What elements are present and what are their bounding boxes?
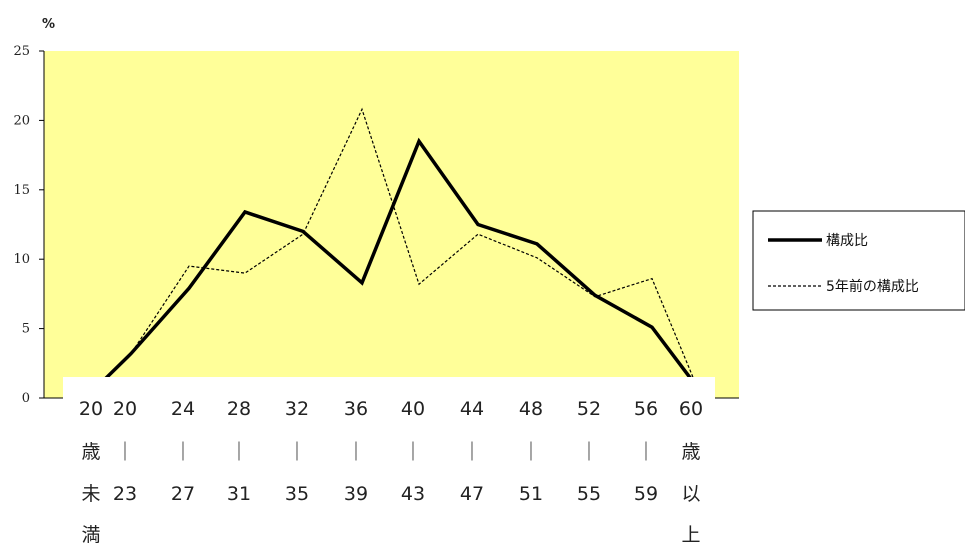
- x-category-label: 44 ｜ 47: [460, 398, 484, 505]
- x-category-text: 44: [460, 398, 484, 420]
- x-category-text: ｜: [462, 441, 481, 463]
- x-category-label: 60 歳以上: [679, 398, 703, 544]
- y-tick-label: 20: [13, 113, 30, 128]
- x-category-label: 32 ｜ 35: [285, 398, 309, 505]
- x-category-text: ｜: [521, 441, 540, 463]
- y-axis-unit: %: [42, 17, 55, 32]
- series-layer: [95, 107, 699, 389]
- x-category-label: 52 ｜ 55: [577, 398, 601, 505]
- x-category-text: 27: [171, 483, 195, 505]
- x-category-text: 36: [344, 398, 368, 420]
- y-tick-label: 10: [13, 252, 30, 267]
- legend-label-current: 構成比: [826, 233, 868, 249]
- x-category-label: 20 ｜ 23: [113, 398, 137, 505]
- x-category-label: 48 ｜ 51: [519, 398, 543, 505]
- x-category-text: 39: [344, 483, 368, 505]
- x-axis-labels: 20歳未満20｜2324｜2728｜3132｜3536｜3940｜4344｜47…: [79, 398, 703, 544]
- x-category-text: 31: [227, 483, 251, 505]
- x-category-text: 上: [681, 524, 700, 544]
- x-category-text: 24: [171, 398, 195, 420]
- x-category-text: 47: [460, 483, 484, 505]
- x-category-label: 56 ｜ 59: [634, 398, 658, 505]
- x-category-text: 32: [285, 398, 309, 420]
- x-category-text: ｜: [346, 441, 365, 463]
- x-category-text: 未: [81, 483, 100, 505]
- x-category-text: 43: [401, 483, 425, 505]
- x-category-text: 40: [401, 398, 425, 420]
- x-label-panel: [63, 377, 715, 544]
- x-category-text: ｜: [115, 441, 134, 463]
- y-tick-label: 0: [22, 391, 30, 406]
- x-category-text: 59: [634, 483, 658, 505]
- x-category-text: 35: [285, 483, 309, 505]
- x-category-text: 51: [519, 483, 543, 505]
- x-category-text: 48: [519, 398, 543, 420]
- x-category-text: 20: [79, 398, 103, 420]
- legend: 構成比 5年前の構成比: [752, 210, 965, 311]
- y-tick-label: 15: [13, 183, 30, 198]
- series-line-current: [95, 137, 699, 389]
- x-category-text: 52: [577, 398, 601, 420]
- x-category-text: 60: [679, 398, 703, 420]
- x-category-label: 28 ｜ 31: [227, 398, 251, 505]
- x-category-label: 20 歳未満: [79, 398, 103, 544]
- x-category-text: 23: [113, 483, 137, 505]
- x-category-text: 55: [577, 483, 601, 505]
- legend-box: [752, 210, 965, 311]
- x-category-text: ｜: [287, 441, 306, 463]
- x-category-text: 以: [681, 483, 700, 505]
- plot-area: [44, 51, 739, 398]
- legend-label-previous: 5年前の構成比: [826, 278, 919, 295]
- x-category-label: 36 ｜ 39: [344, 398, 368, 505]
- series-line-previous: [96, 107, 698, 388]
- x-category-text: 満: [81, 524, 100, 544]
- x-category-text: ｜: [579, 441, 598, 463]
- y-tick-label: 5: [22, 322, 30, 337]
- y-tick-label: 25: [13, 44, 30, 59]
- x-category-text: ｜: [636, 441, 655, 463]
- x-category-text: ｜: [403, 441, 422, 463]
- x-category-label: 40 ｜ 43: [401, 398, 425, 505]
- x-category-text: ｜: [229, 441, 248, 463]
- x-category-text: 20: [113, 398, 137, 420]
- x-category-label: 24 ｜ 27: [171, 398, 195, 505]
- x-category-text: ｜: [173, 441, 192, 463]
- x-category-text: 歳: [81, 441, 100, 463]
- x-category-text: 28: [227, 398, 251, 420]
- x-category-text: 歳: [681, 441, 700, 463]
- x-category-text: 56: [634, 398, 658, 420]
